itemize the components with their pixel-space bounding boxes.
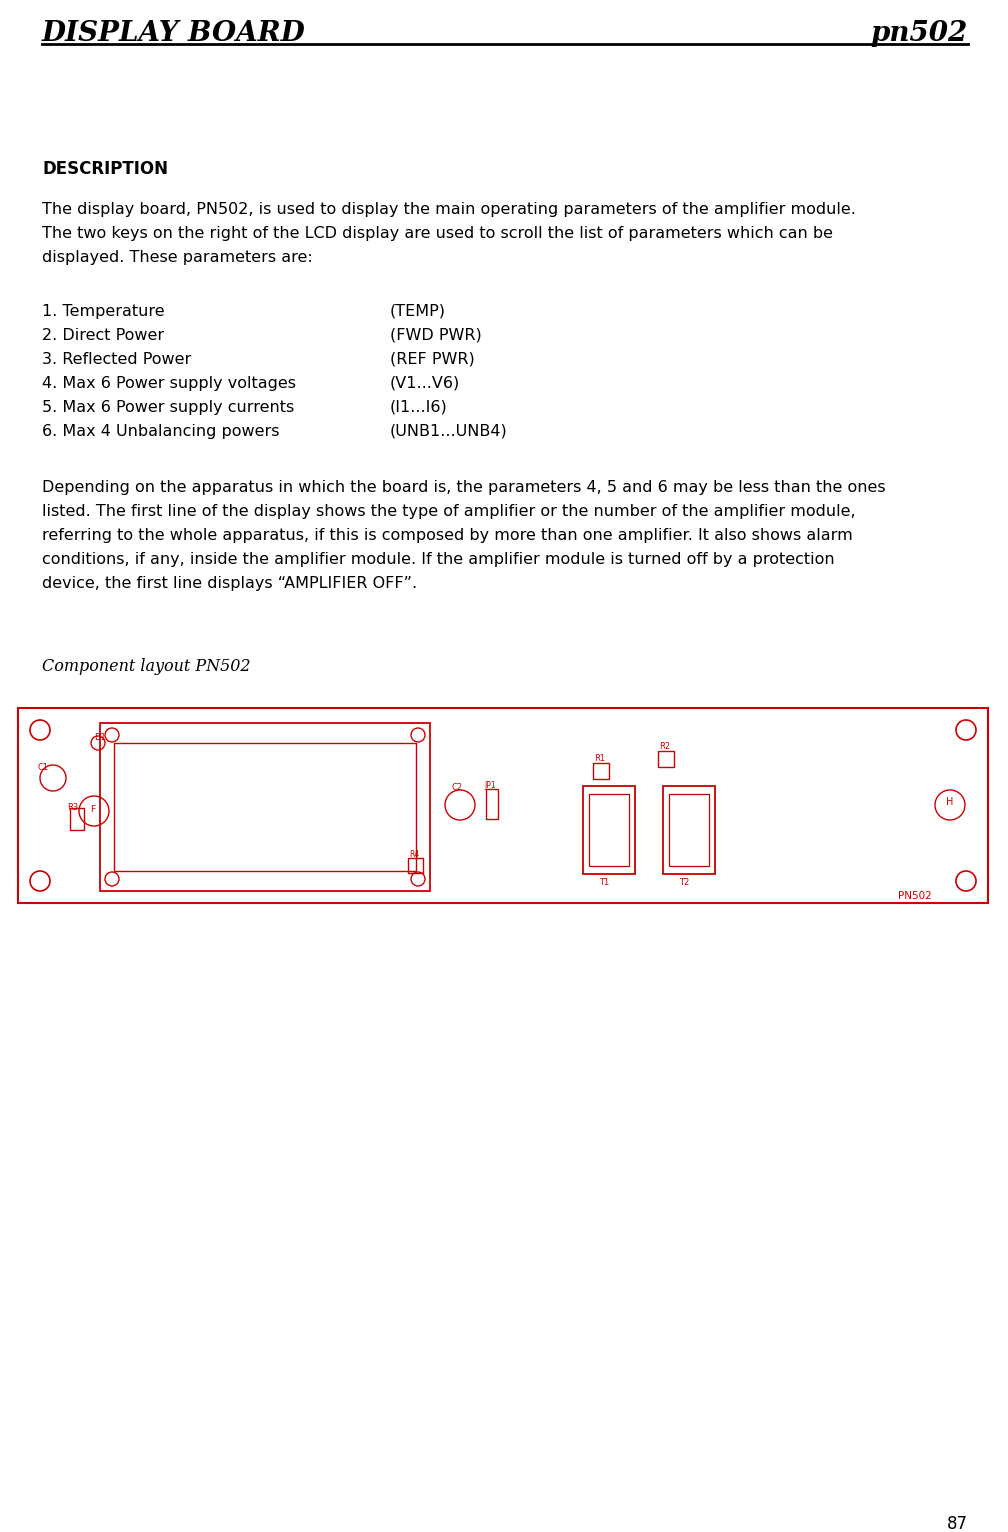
Text: R2: R2 (659, 741, 670, 751)
Text: C1: C1 (38, 763, 49, 772)
Text: The two keys on the right of the LCD display are used to scroll the list of para: The two keys on the right of the LCD dis… (42, 227, 833, 241)
Text: displayed. These parameters are:: displayed. These parameters are: (42, 250, 312, 265)
Text: The display board, PN502, is used to display the main operating parameters of th: The display board, PN502, is used to dis… (42, 202, 856, 218)
Text: R1: R1 (594, 754, 605, 763)
Text: 1. Temperature: 1. Temperature (42, 303, 164, 319)
Text: 2. Direct Power: 2. Direct Power (42, 328, 164, 343)
Text: conditions, if any, inside the amplifier module. If the amplifier module is turn: conditions, if any, inside the amplifier… (42, 552, 835, 567)
Text: 6. Max 4 Unbalancing powers: 6. Max 4 Unbalancing powers (42, 424, 279, 440)
Text: listed. The first line of the display shows the type of amplifier or the number : listed. The first line of the display sh… (42, 504, 856, 519)
Bar (589, 794, 629, 866)
Bar (658, 751, 674, 768)
Text: device, the first line displays “AMPLIFIER OFF”.: device, the first line displays “AMPLIFI… (42, 576, 417, 591)
Text: 5. Max 6 Power supply currents: 5. Max 6 Power supply currents (42, 400, 294, 415)
Text: (REF PWR): (REF PWR) (390, 352, 475, 368)
Text: (UNB1...UNB4): (UNB1...UNB4) (390, 424, 508, 440)
Bar (408, 858, 423, 873)
Bar (583, 786, 635, 873)
Text: (I1...I6): (I1...I6) (390, 400, 448, 415)
Bar (70, 807, 84, 830)
Text: (TEMP): (TEMP) (390, 303, 446, 319)
Text: H: H (946, 797, 954, 807)
Bar (593, 763, 609, 778)
Text: DESCRIPTION: DESCRIPTION (42, 159, 168, 178)
Bar (100, 723, 430, 892)
Bar (18, 708, 988, 902)
Bar (669, 794, 709, 866)
Text: T2: T2 (679, 878, 689, 887)
Text: (FWD PWR): (FWD PWR) (390, 328, 482, 343)
Text: D1: D1 (94, 732, 106, 741)
Text: DISPLAY BOARD: DISPLAY BOARD (42, 20, 305, 47)
Text: T1: T1 (599, 878, 609, 887)
Text: Depending on the apparatus in which the board is, the parameters 4, 5 and 6 may : Depending on the apparatus in which the … (42, 480, 886, 495)
Text: pn502: pn502 (871, 20, 968, 47)
Text: 3. Reflected Power: 3. Reflected Power (42, 352, 192, 368)
Text: (V1...V6): (V1...V6) (390, 375, 461, 391)
Bar (663, 786, 715, 873)
Text: referring to the whole apparatus, if this is composed by more than one amplifier: referring to the whole apparatus, if thi… (42, 529, 853, 542)
Text: R3: R3 (67, 803, 79, 812)
Text: JP1: JP1 (484, 781, 496, 791)
Bar (114, 743, 416, 872)
Text: Component layout PN502: Component layout PN502 (42, 659, 251, 676)
Text: 4. Max 6 Power supply voltages: 4. Max 6 Power supply voltages (42, 375, 296, 391)
Text: PN502: PN502 (898, 892, 931, 901)
Text: R4: R4 (409, 850, 419, 859)
Text: 87: 87 (947, 1515, 968, 1532)
Text: C2: C2 (452, 783, 463, 792)
Text: F: F (90, 804, 95, 813)
Bar (486, 789, 498, 820)
